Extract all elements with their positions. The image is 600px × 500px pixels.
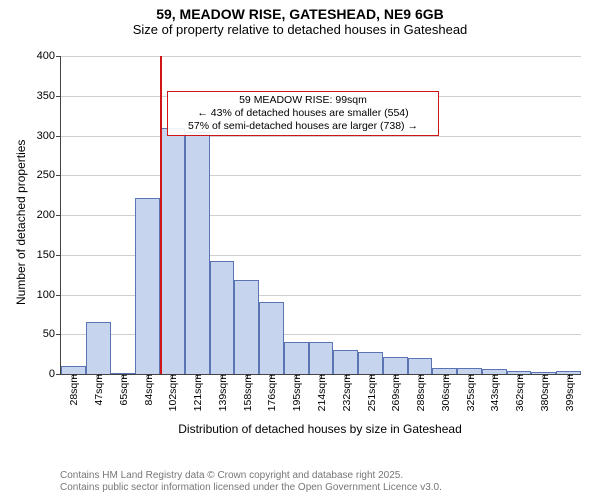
x-tick-label: 362sqm [512,374,526,411]
histogram-bar [333,350,358,374]
y-tick-label: 250 [37,169,61,181]
chart-title-main: 59, MEADOW RISE, GATESHEAD, NE9 6GB [0,6,600,22]
y-gridline [61,175,581,176]
y-gridline [61,56,581,57]
x-tick-label: 139sqm [215,374,229,411]
x-tick-label: 84sqm [141,374,155,406]
x-tick-label: 47sqm [91,374,105,406]
y-tick-label: 50 [43,328,61,340]
histogram-bar [259,302,284,374]
x-tick-label: 121sqm [190,374,204,411]
histogram-bar [210,261,235,374]
y-tick-label: 300 [37,130,61,142]
annotation-box: 59 MEADOW RISE: 99sqm← 43% of detached h… [167,91,439,136]
histogram-bar [408,358,433,374]
x-tick-label: 380sqm [537,374,551,411]
chart-area: Number of detached properties 0501001502… [0,46,600,446]
annotation-line-1: 59 MEADOW RISE: 99sqm [174,94,432,107]
x-tick-label: 288sqm [413,374,427,411]
y-tick-label: 150 [37,249,61,261]
y-axis-label: Number of detached properties [14,140,28,305]
x-tick-label: 251sqm [364,374,378,411]
x-tick-label: 399sqm [562,374,576,411]
histogram-bar [185,132,210,374]
annotation-line-3: 57% of semi-detached houses are larger (… [174,120,432,133]
x-tick-label: 325sqm [463,374,477,411]
x-tick-label: 306sqm [438,374,452,411]
histogram-bar [86,322,111,374]
x-tick-label: 176sqm [264,374,278,411]
y-tick-label: 100 [37,289,61,301]
histogram-bar [234,280,259,374]
x-tick-label: 65sqm [116,374,130,406]
chart-titles: 59, MEADOW RISE, GATESHEAD, NE9 6GB Size… [0,0,600,37]
footer-line-1: Contains HM Land Registry data © Crown c… [60,470,442,482]
x-tick-label: 195sqm [289,374,303,411]
x-tick-label: 214sqm [314,374,328,411]
x-tick-label: 158sqm [240,374,254,411]
property-marker-line [160,56,162,374]
chart-title-sub: Size of property relative to detached ho… [0,22,600,37]
histogram-bar [358,352,383,374]
histogram-bar [309,342,334,374]
x-axis-label: Distribution of detached houses by size … [60,422,580,436]
x-tick-label: 269sqm [388,374,402,411]
histogram-bar [284,342,309,374]
x-tick-label: 102sqm [165,374,179,411]
y-tick-label: 400 [37,50,61,62]
x-tick-label: 28sqm [66,374,80,406]
y-tick-label: 0 [49,368,61,380]
x-tick-label: 232sqm [339,374,353,411]
footer-attribution: Contains HM Land Registry data © Crown c… [60,470,442,494]
footer-line-2: Contains public sector information licen… [60,482,442,494]
histogram-bar [160,128,185,374]
plot-region: 05010015020025030035040028sqm47sqm65sqm8… [60,56,581,375]
y-tick-label: 200 [37,209,61,221]
y-tick-label: 350 [37,90,61,102]
x-tick-label: 343sqm [487,374,501,411]
annotation-line-2: ← 43% of detached houses are smaller (55… [174,107,432,120]
histogram-bar [135,198,160,374]
histogram-bar [383,357,408,374]
